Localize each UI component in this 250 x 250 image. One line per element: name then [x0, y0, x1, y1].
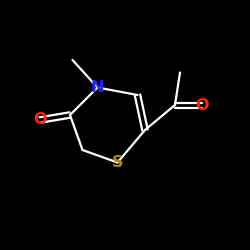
- Text: O: O: [196, 98, 209, 112]
- Text: O: O: [33, 112, 47, 128]
- Text: S: S: [112, 155, 123, 170]
- Text: N: N: [91, 80, 104, 95]
